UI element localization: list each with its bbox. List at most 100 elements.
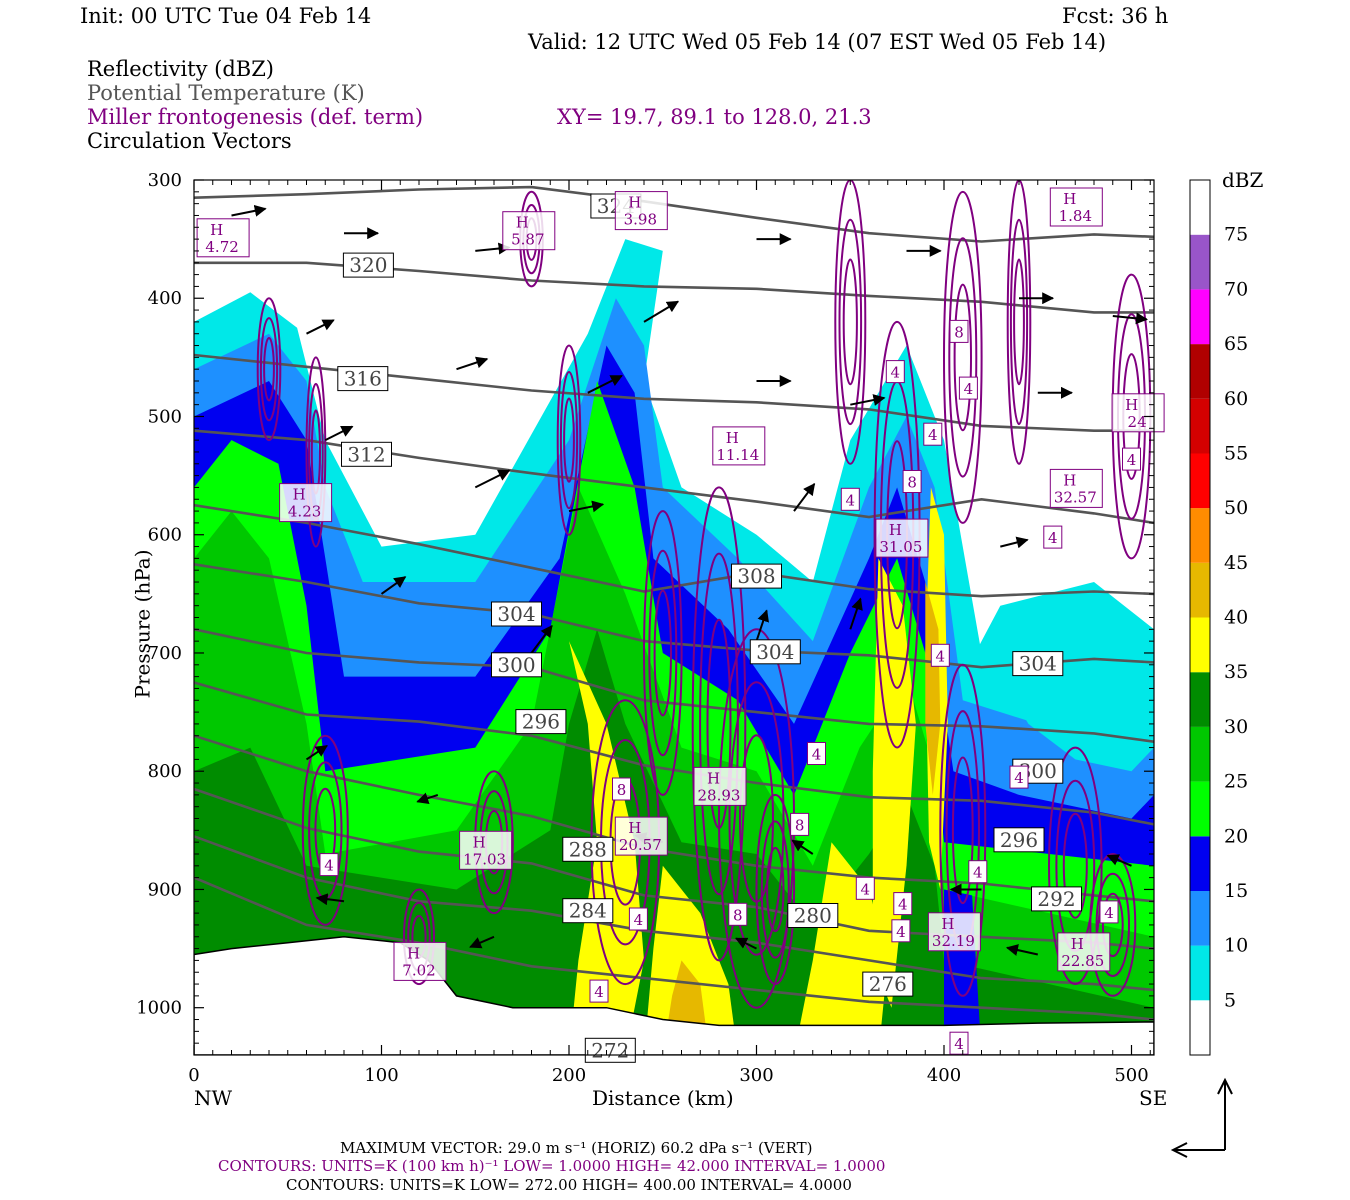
maximum-value: 4.23 [288, 503, 321, 521]
maximum-box [1057, 932, 1111, 972]
fgen-contour [834, 180, 867, 465]
fgen-maximum-label: H11.14 [712, 426, 766, 466]
circulation-vector [416, 792, 439, 804]
contour-label-text: 8 [617, 781, 627, 799]
theta-label-text: 304 [756, 640, 794, 664]
maximum-letter: H [1063, 471, 1076, 489]
colorbar-tick-label: 20 [1224, 825, 1248, 847]
fgen-contour [301, 734, 349, 926]
x-tick-label: 200 [552, 1065, 586, 1086]
maximum-value: 1.84 [1059, 207, 1092, 225]
theta-contour-label: 284 [562, 898, 614, 924]
fgen-contour [305, 356, 327, 548]
y-tick-label: 500 [148, 407, 182, 428]
x-tick-label: 300 [739, 1065, 773, 1086]
colorbar-swatch [1190, 508, 1210, 563]
fgen-maximum-label: H5.87 [502, 211, 556, 251]
fgen-maximum-label: H3.98 [614, 191, 668, 231]
theta-label-text: 280 [794, 904, 832, 928]
fgen-contour-label: 4 [891, 919, 911, 943]
fgen-contour [953, 283, 972, 432]
fgen-contour [653, 589, 672, 717]
y-tick-label: 800 [148, 761, 182, 782]
maximum-box [712, 426, 766, 466]
theta-contour-label: 300 [491, 652, 542, 678]
theta-contour-label: 280 [787, 903, 839, 928]
fgen-contour [643, 510, 683, 796]
maximum-value: 4.72 [205, 238, 238, 256]
reflectivity-band [925, 582, 941, 795]
contour-label-text: 4 [891, 364, 901, 382]
xy-endpoints: XY= 19.7, 89.1 to 128.0, 21.3 [557, 105, 872, 129]
circulation-vector [530, 624, 553, 654]
init-time: Init: 00 UTC Tue 04 Feb 14 [80, 4, 372, 28]
colorbar-swatch [1190, 945, 1210, 1001]
maximum-letter: H [1071, 935, 1084, 953]
contour-label-text: 4 [964, 380, 974, 398]
fgen-contour [760, 820, 790, 959]
circulation-vector [643, 300, 680, 323]
fgen-maximum-label: H32.19 [927, 912, 981, 952]
fgen-contour [559, 371, 579, 510]
theta-label-box [1012, 651, 1064, 677]
theta-contour-label: 276 [862, 971, 914, 997]
contour-label-box [1099, 900, 1119, 924]
contour-label-text: 8 [954, 323, 964, 341]
contour-label-text: 8 [907, 474, 917, 492]
theta-label-box [491, 652, 542, 678]
maximum-value: 32.57 [1054, 488, 1097, 506]
contour-label-box [319, 853, 339, 877]
theta-label-box [787, 903, 839, 928]
contour-label-text: 4 [861, 880, 871, 898]
maximum-box [459, 830, 513, 870]
contour-label-box [807, 742, 826, 765]
theta-label-text: 296 [1000, 828, 1038, 852]
fgen-contour [256, 297, 282, 442]
theta-contour-label: 320 [342, 252, 394, 278]
fgen-contour [943, 190, 983, 524]
contour-label-text: 8 [733, 906, 743, 924]
colorbar-title: dBZ [1222, 168, 1264, 192]
maximum-box [393, 941, 447, 981]
theta-contour-label: 316 [337, 366, 389, 392]
contour-label-box [891, 919, 911, 943]
fgen-maximum-label: H17.03 [459, 830, 513, 870]
contour-label-box [855, 876, 875, 900]
theta-label-text: 320 [349, 253, 387, 277]
theta-contour-label: 312 [341, 441, 392, 467]
maximum-box [693, 766, 747, 806]
theta-label-box [993, 827, 1045, 853]
contour-label-box [902, 470, 922, 493]
contour-label-box [968, 860, 988, 884]
fgen-contour [691, 486, 747, 962]
x-tick-label: 400 [927, 1065, 961, 1086]
theta-contour [194, 835, 1154, 992]
contour-label-text: 4 [936, 647, 946, 665]
theta-label-text: 276 [869, 972, 907, 996]
colorbar-swatch [1190, 344, 1210, 399]
contour-label-box [1122, 447, 1141, 471]
theta-label-text: 288 [569, 837, 607, 861]
colorbar-swatch [1190, 289, 1210, 345]
fgen-contour [556, 344, 582, 536]
maximum-box [1049, 468, 1103, 508]
maximum-value: 17.03 [463, 850, 506, 868]
maximum-value: 28.93 [698, 786, 741, 804]
contour-label-text: 4 [846, 491, 856, 509]
terrain-surface [194, 936, 1154, 1055]
maximum-value: 7.02 [402, 961, 435, 979]
colorbar-swatch [1190, 890, 1210, 946]
maximum-letter: H [1063, 190, 1076, 208]
fgen-contour-label: 4 [1009, 765, 1029, 789]
contour-label-text: 4 [973, 864, 983, 882]
contour-label-text: 4 [898, 896, 908, 914]
maximum-box [1111, 393, 1165, 433]
x-tick-label: 100 [364, 1065, 398, 1086]
contour-label-box [930, 643, 950, 667]
circulation-vector [793, 482, 816, 512]
maximum-letter: H [293, 486, 306, 504]
theta-contour-label: 296 [993, 827, 1045, 853]
fgen-maximum-label: H22.85 [1057, 932, 1111, 972]
fgen-maximum-label: H1.84 [1049, 187, 1103, 227]
fgen-contour-label: 8 [790, 812, 810, 836]
